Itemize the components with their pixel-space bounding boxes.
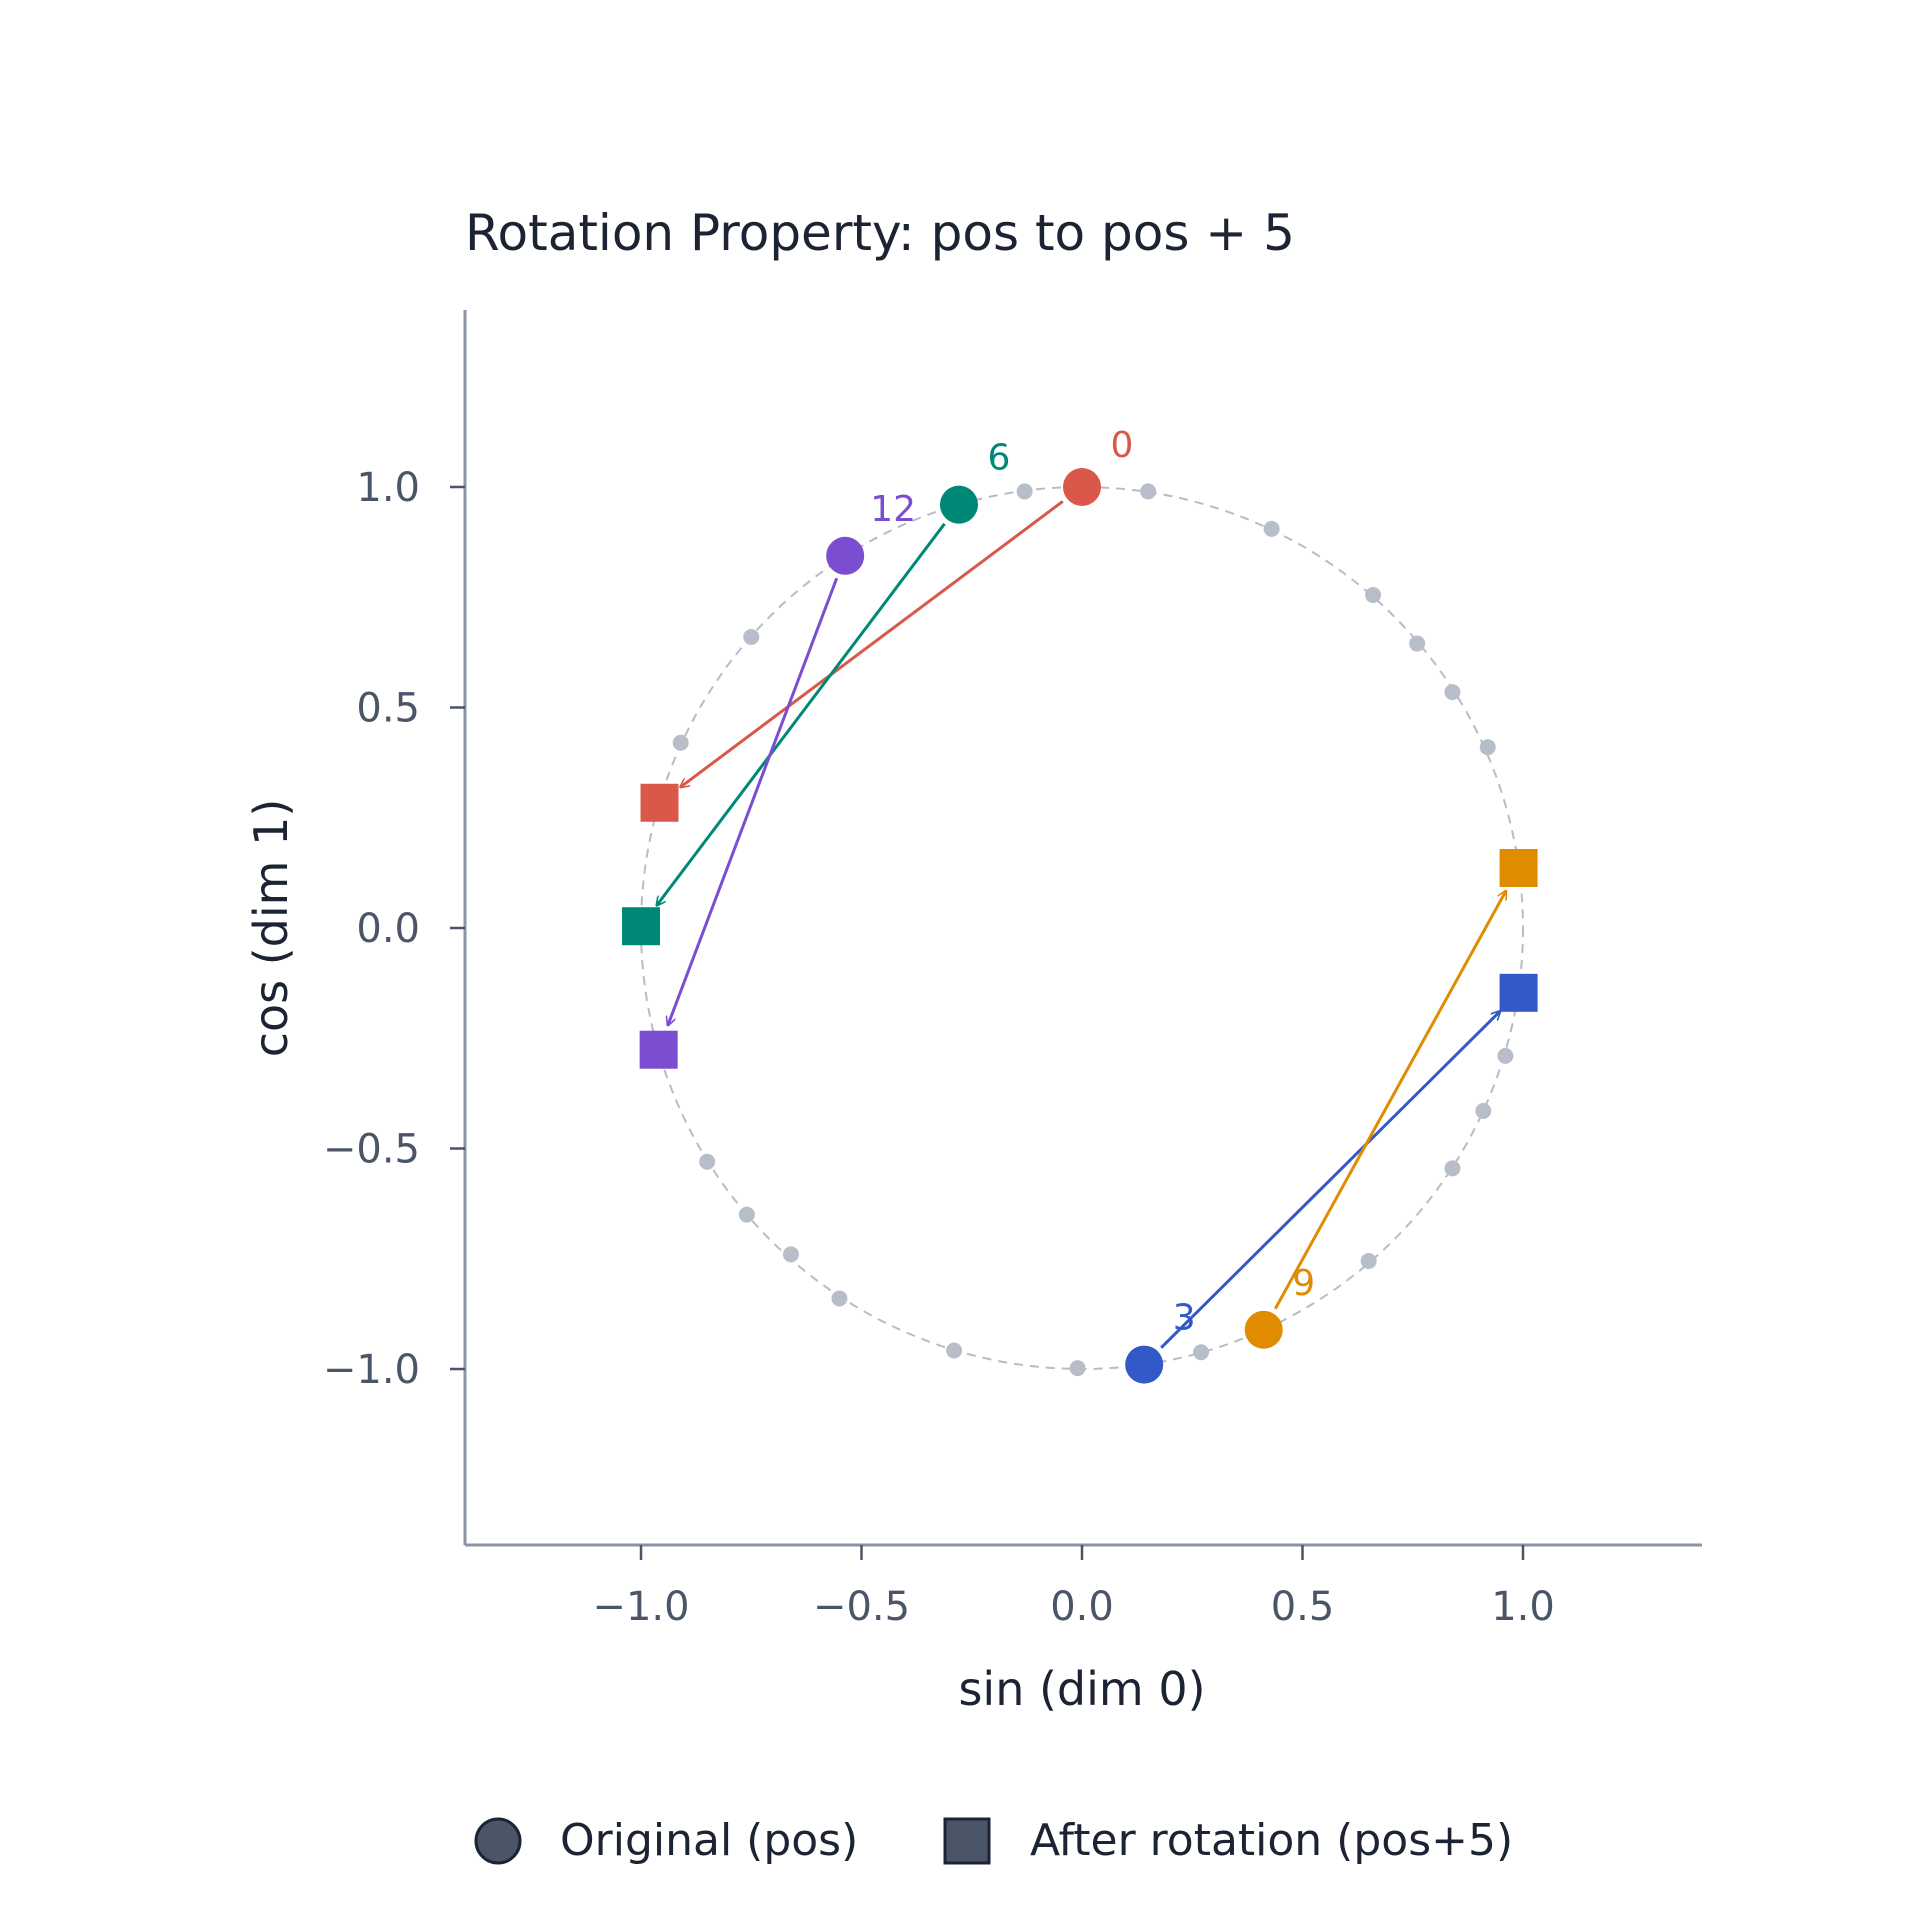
background-point bbox=[699, 1153, 716, 1170]
rotation-arrow bbox=[680, 500, 1064, 787]
y-tick-label: 0.5 bbox=[356, 686, 420, 732]
rotation-arrow bbox=[657, 522, 946, 906]
rotation-arrow bbox=[668, 577, 839, 1025]
point-label: 12 bbox=[870, 489, 916, 530]
y-tick-label: −1.0 bbox=[323, 1347, 420, 1393]
background-point bbox=[1479, 739, 1496, 756]
legend-circle-marker bbox=[474, 1817, 522, 1865]
rotated-square-marker bbox=[622, 907, 660, 946]
background-point bbox=[1140, 483, 1157, 500]
background-point bbox=[1444, 1160, 1461, 1177]
x-tick-label: 0.5 bbox=[1271, 1584, 1335, 1630]
plot-area: 0 3 6 9 12 bbox=[622, 425, 1538, 1384]
background-point bbox=[1193, 1344, 1210, 1361]
background-points bbox=[672, 483, 1514, 1377]
background-point bbox=[743, 628, 760, 645]
chart-title: Rotation Property: pos to pos + 5 bbox=[465, 204, 1295, 262]
original-circle-marker bbox=[1063, 468, 1101, 506]
background-point bbox=[946, 1342, 963, 1359]
legend-label-original: Original (pos) bbox=[560, 1815, 858, 1866]
background-point bbox=[1475, 1103, 1492, 1120]
original-circle-marker bbox=[826, 536, 865, 575]
x-ticks: −1.0 −0.5 0.0 0.5 1.0 bbox=[592, 1545, 1555, 1630]
background-point bbox=[782, 1246, 799, 1263]
background-point bbox=[1360, 1252, 1377, 1269]
background-point bbox=[672, 734, 689, 751]
data-markers bbox=[622, 468, 1538, 1384]
background-point bbox=[1444, 684, 1461, 701]
background-point bbox=[1497, 1047, 1514, 1064]
legend-label-rotated: After rotation (pos+5) bbox=[1030, 1815, 1513, 1866]
rotation-arrows bbox=[657, 500, 1506, 1349]
x-tick-label: −1.0 bbox=[592, 1584, 689, 1630]
point-label: 0 bbox=[1111, 425, 1134, 466]
legend-square-marker bbox=[943, 1817, 991, 1865]
background-point bbox=[1409, 635, 1426, 652]
x-tick-label: −0.5 bbox=[813, 1584, 910, 1630]
y-tick-label: 0.0 bbox=[356, 906, 420, 952]
background-point bbox=[831, 1290, 848, 1307]
background-point bbox=[1263, 520, 1280, 537]
x-tick-label: 1.0 bbox=[1491, 1584, 1555, 1630]
y-tick-label: −0.5 bbox=[323, 1127, 420, 1173]
background-point bbox=[1016, 483, 1033, 500]
y-ticks: −1.0 −0.5 0.0 0.5 1.0 bbox=[323, 465, 465, 1393]
background-point bbox=[738, 1206, 755, 1223]
rotation-arrow bbox=[1160, 1011, 1500, 1349]
original-circle-marker bbox=[1244, 1310, 1283, 1349]
point-labels: 0 3 6 9 12 bbox=[870, 425, 1315, 1339]
background-point bbox=[1365, 587, 1382, 604]
y-axis-title: cos (dim 1) bbox=[244, 799, 298, 1058]
legend: Original (pos) After rotation (pos+5) bbox=[474, 1815, 1513, 1866]
x-tick-label: 0.0 bbox=[1050, 1584, 1114, 1630]
point-label: 6 bbox=[988, 438, 1011, 479]
rotated-square-marker bbox=[1499, 849, 1538, 888]
x-axis-title: sin (dim 0) bbox=[958, 1662, 1205, 1716]
reference-circle bbox=[640, 486, 1524, 1370]
rotated-square-marker bbox=[1499, 973, 1538, 1012]
original-circle-marker bbox=[939, 485, 978, 524]
point-label: 9 bbox=[1292, 1263, 1315, 1304]
rotated-square-marker bbox=[639, 1030, 678, 1069]
background-point bbox=[1069, 1360, 1086, 1377]
original-circle-marker bbox=[1125, 1345, 1164, 1384]
axes: −1.0 −0.5 0.0 0.5 1.0 −1.0 −0.5 0.0 0.5 1.0 bbox=[323, 310, 1702, 1630]
point-label: 3 bbox=[1173, 1298, 1196, 1339]
rotated-square-marker bbox=[640, 783, 679, 822]
y-tick-label: 1.0 bbox=[356, 465, 420, 511]
rotation-arrow bbox=[1273, 891, 1506, 1310]
